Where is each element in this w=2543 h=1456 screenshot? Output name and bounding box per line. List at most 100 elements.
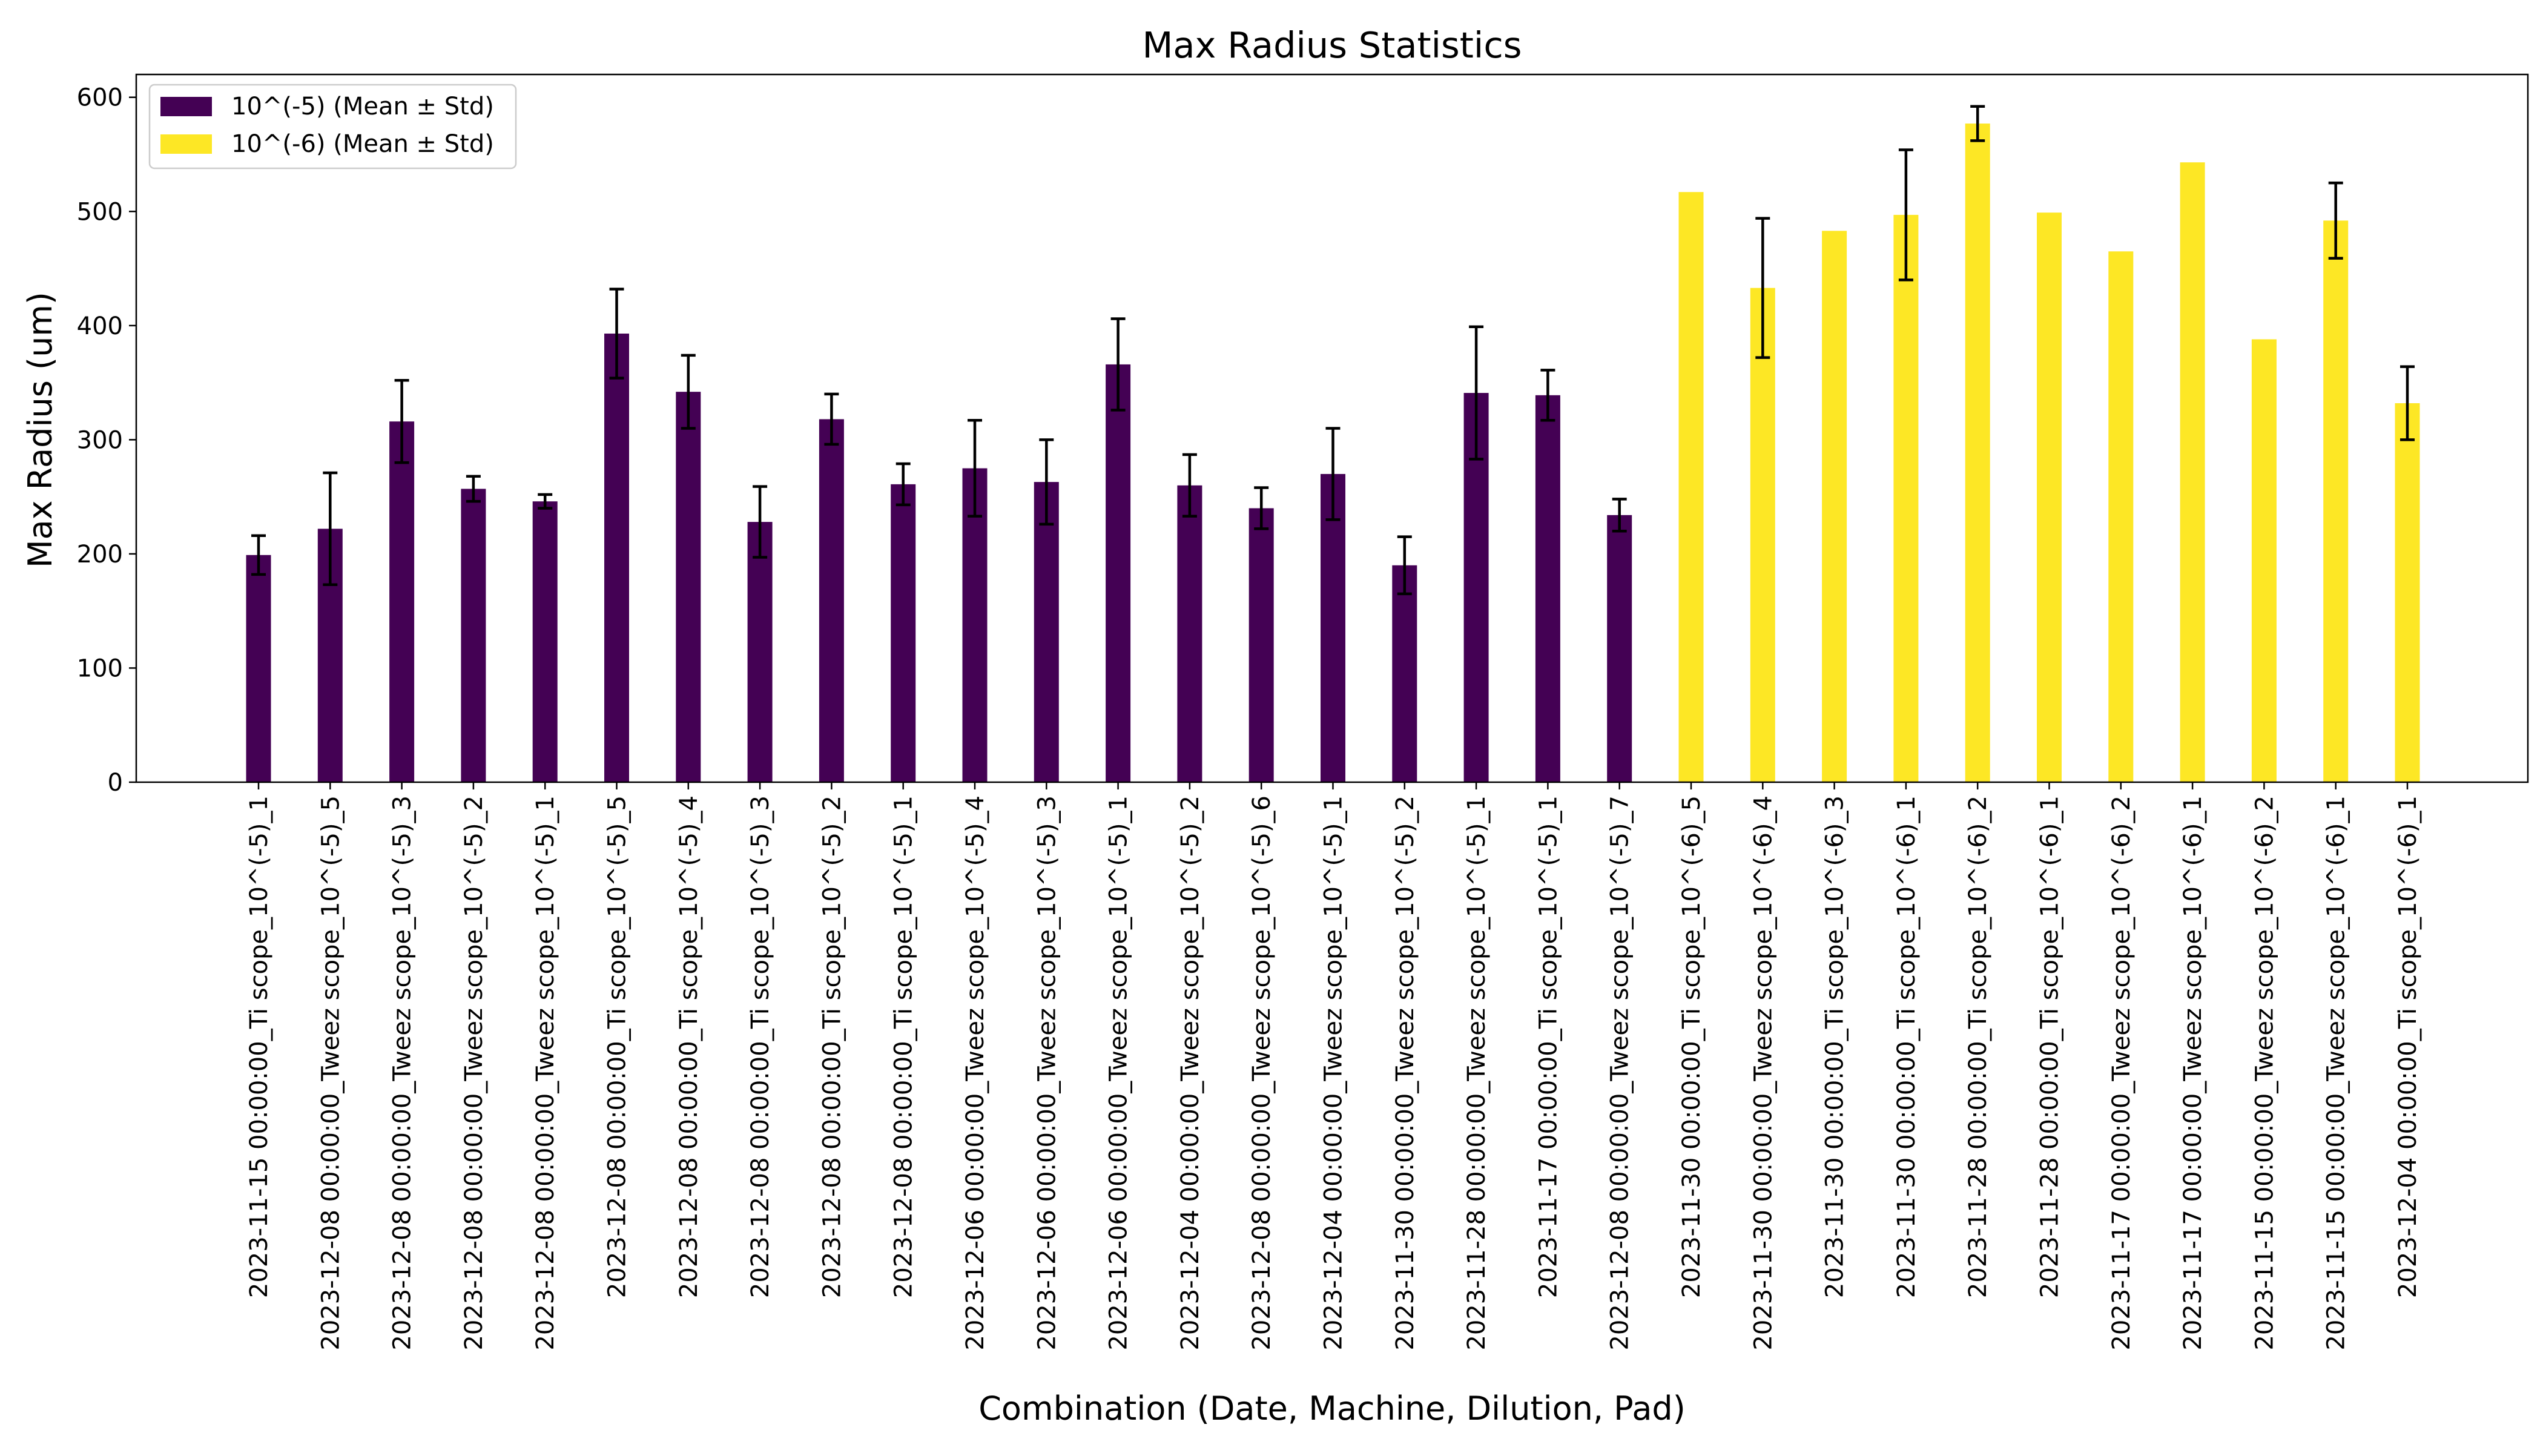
error-bar-18 (1469, 325, 1484, 461)
x-tick-label: 2023-12-08 00:00:00_Ti scope_10^(-5)_4 (675, 796, 703, 1298)
x-tick-label: 2023-12-06 00:00:00_Tweez scope_10^(-5)_… (961, 796, 989, 1351)
error-bar-7 (681, 354, 696, 430)
bar-series1-8 (747, 522, 773, 782)
error-bar-25 (1970, 105, 1985, 142)
error-bar-11 (968, 419, 982, 518)
x-tick-label: 2023-11-15 00:00:00_Tweez scope_10^(-6)_… (2323, 796, 2350, 1351)
bar-series2-23 (1822, 231, 1847, 782)
bar-series1-11 (962, 468, 988, 782)
y-tick-label: 400 (77, 312, 123, 340)
x-tick-label: 2023-11-28 00:00:00_Ti scope_10^(-6)_1 (2036, 796, 2064, 1298)
bar-series1-5 (532, 501, 558, 782)
x-tick-label: 2023-12-08 00:00:00_Tweez scope_10^(-5)_… (317, 796, 345, 1351)
error-bar-1 (251, 534, 266, 576)
legend-label: 10^(-6) (Mean ± Std) (231, 130, 494, 158)
x-tick-label: 2023-11-15 00:00:00_Tweez scope_10^(-6)_… (2251, 796, 2278, 1351)
x-tick-label: 2023-12-08 00:00:00_Tweez scope_10^(-5)_… (532, 796, 559, 1351)
error-bar-30 (2328, 181, 2343, 260)
x-tick-label: 2023-11-17 00:00:00_Tweez scope_10^(-6)_… (2108, 796, 2136, 1351)
bar-series1-10 (891, 484, 916, 782)
x-tick-label: 2023-12-04 00:00:00_Ti scope_10^(-6)_1 (2394, 796, 2422, 1298)
bar-series1-19 (1535, 395, 1560, 782)
bar-series2-26 (2037, 212, 2062, 782)
y-tick-label: 300 (77, 426, 123, 454)
error-bar-5 (538, 493, 553, 510)
x-tick-label: 2023-11-28 00:00:00_Ti scope_10^(-6)_2 (1964, 796, 1992, 1298)
axes-frame (135, 73, 2529, 783)
x-tick-label: 2023-12-06 00:00:00_Tweez scope_10^(-5)_… (1105, 796, 1133, 1351)
y-tick-label: 0 (108, 769, 123, 797)
legend-swatch (160, 97, 212, 116)
x-tick-label: 2023-12-08 00:00:00_Ti scope_10^(-5)_5 (604, 796, 632, 1298)
x-tick-label: 2023-12-08 00:00:00_Ti scope_10^(-5)_2 (818, 796, 846, 1298)
bar-series1-1 (246, 555, 271, 782)
x-tick-label: 2023-12-08 00:00:00_Tweez scope_10^(-5)_… (460, 796, 488, 1351)
error-bar-12 (1039, 438, 1054, 526)
y-tick-label: 100 (77, 654, 123, 682)
y-tick-label: 200 (77, 541, 123, 568)
x-tick-label: 2023-12-08 00:00:00_Tweez scope_10^(-5)_… (1248, 796, 1276, 1351)
x-tick-label: 2023-11-30 00:00:00_Ti scope_10^(-6)_1 (1893, 796, 1921, 1298)
x-tick-label: 2023-11-30 00:00:00_Tweez scope_10^(-6)_… (1749, 796, 1777, 1351)
legend: 10^(-5) (Mean ± Std) 10^(-6) (Mean ± Std) (148, 84, 517, 170)
error-bar-8 (753, 485, 768, 559)
x-axis-label: Combination (Date, Machine, Dilution, Pa… (978, 1389, 1686, 1428)
bar-series1-4 (461, 489, 486, 782)
chart-title: Max Radius Statistics (1142, 24, 1522, 66)
bar-series1-17 (1392, 565, 1417, 782)
error-bar-9 (824, 392, 839, 446)
bar-series2-21 (1678, 192, 1704, 782)
error-bar-3 (394, 379, 409, 464)
x-tick-label: 2023-12-08 00:00:00_Tweez scope_10^(-5)_… (1606, 796, 1634, 1351)
bar-series1-16 (1321, 473, 1345, 782)
y-axis-label: Max Radius (um) (21, 292, 59, 568)
legend-swatch (160, 134, 212, 154)
bar-series2-22 (1750, 288, 1775, 783)
error-bar-4 (466, 475, 481, 503)
error-bar-15 (1254, 486, 1269, 530)
x-tick-label: 2023-12-08 00:00:00_Tweez scope_10^(-5)_… (389, 796, 417, 1351)
bar-series2-24 (1893, 214, 1919, 782)
x-tick-label: 2023-12-06 00:00:00_Tweez scope_10^(-5)_… (1033, 796, 1061, 1351)
error-bar-14 (1182, 453, 1197, 518)
bar-series2-27 (2108, 251, 2134, 782)
bar-series2-29 (2251, 339, 2277, 782)
error-bar-19 (1540, 369, 1555, 422)
error-bar-20 (1612, 498, 1627, 533)
error-bar-17 (1397, 535, 1412, 596)
y-tick-label: 600 (77, 84, 123, 112)
bar-series1-7 (676, 392, 701, 782)
bar-series1-14 (1177, 485, 1202, 782)
error-bar-10 (895, 462, 911, 507)
plot-area: 0 100 200 300 400 500 600 2023-11-15 00:00:00_T… (77, 73, 2529, 1351)
x-tick-label: 2023-12-04 00:00:00_Tweez scope_10^(-5)_… (1176, 796, 1204, 1351)
bar-series2-30 (2323, 220, 2349, 783)
x-tick-label: 2023-11-30 00:00:00_Tweez scope_10^(-5)_… (1391, 796, 1419, 1351)
x-tick-label: 2023-12-08 00:00:00_Ti scope_10^(-5)_3 (747, 796, 774, 1298)
x-tick-label: 2023-12-08 00:00:00_Ti scope_10^(-5)_1 (890, 796, 918, 1298)
bar-series2-31 (2395, 403, 2420, 782)
error-bar-22 (1755, 217, 1770, 359)
bar-series1-13 (1106, 364, 1131, 782)
bar-series2-28 (2180, 162, 2205, 782)
x-tick-label: 2023-11-28 00:00:00_Tweez scope_10^(-5)_… (1463, 796, 1491, 1351)
y-tick-label: 500 (77, 198, 123, 226)
error-bar-16 (1325, 427, 1341, 521)
error-bar-2 (323, 471, 338, 587)
x-tick-label: 2023-11-15 00:00:00_Ti scope_10^(-5)_1 (245, 796, 273, 1298)
bar-series1-20 (1607, 515, 1632, 782)
legend-box (148, 84, 517, 170)
error-bar-31 (2400, 365, 2415, 441)
bar-series1-9 (819, 419, 844, 782)
x-tick-label: 2023-11-17 00:00:00_Ti scope_10^(-5)_1 (1534, 796, 1562, 1298)
x-tick-label: 2023-11-17 00:00:00_Tweez scope_10^(-6)_… (2179, 796, 2207, 1351)
bar-series2-25 (1965, 124, 1990, 782)
error-bar-24 (1898, 148, 1913, 282)
bar-series1-6 (604, 334, 629, 782)
x-tick-label: 2023-11-30 00:00:00_Ti scope_10^(-6)_3 (1821, 796, 1849, 1298)
bar-series1-12 (1034, 482, 1059, 782)
bar-series1-3 (389, 421, 415, 782)
x-tick-label: 2023-11-30 00:00:00_Ti scope_10^(-6)_5 (1678, 796, 1706, 1298)
